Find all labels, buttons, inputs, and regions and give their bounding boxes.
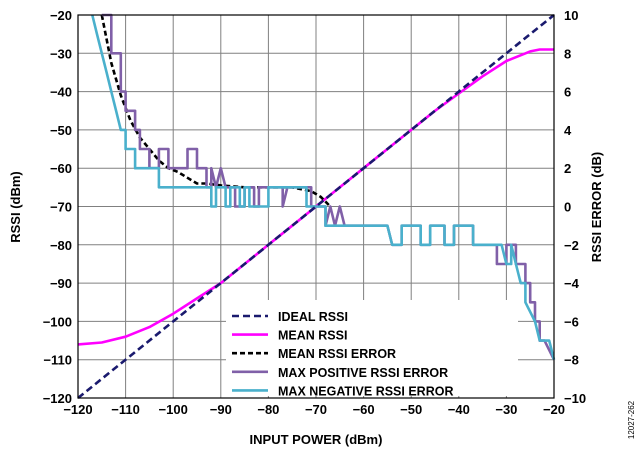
y-tick-label: −50	[50, 123, 72, 138]
legend-label: MEAN RSSI	[278, 329, 347, 343]
x-tick-label: −60	[353, 402, 375, 417]
y-tick-label: −70	[50, 200, 72, 215]
figure-id: 12027-262	[627, 400, 636, 439]
y-tick-label: −40	[50, 85, 72, 100]
y2-tick-label: −6	[564, 314, 579, 329]
x-tick-label: −120	[63, 402, 92, 417]
x-axis-label: INPUT POWER (dBm)	[250, 432, 383, 447]
x-tick-label: −20	[543, 402, 565, 417]
x-tick-label: −70	[305, 402, 327, 417]
y-tick-label: −60	[50, 161, 72, 176]
plot-frame	[77, 14, 555, 399]
tick-labels: −120 −110 −100 −90 −80 −70 −60 −50 −40 −30 −20−20−…	[43, 8, 586, 417]
y2-tick-label: 0	[564, 200, 571, 215]
x-tick-label: −50	[400, 402, 422, 417]
legend-label: MEAN RSSI ERROR	[278, 347, 396, 361]
x-tick-label: −80	[257, 402, 279, 417]
legend-label: IDEAL RSSI	[278, 310, 348, 324]
y2-tick-label: −2	[564, 238, 579, 253]
y-tick-label: −120	[43, 391, 72, 406]
legend-label: MAX POSITIVE RSSI ERROR	[278, 366, 448, 380]
y2-tick-label: 8	[564, 46, 571, 61]
y2-tick-label: 10	[564, 8, 578, 23]
y-tick-label: −30	[50, 46, 72, 61]
x-tick-label: −100	[159, 402, 188, 417]
y-tick-label: −20	[50, 8, 72, 23]
y-tick-label: −80	[50, 238, 72, 253]
legend-label: MAX NEGATIVE RSSI ERROR	[278, 384, 453, 398]
y-tick-label: −90	[50, 276, 72, 291]
y2-tick-label: −10	[564, 391, 586, 406]
y2-axis-label: RSSI ERROR (dB)	[589, 152, 604, 263]
y2-tick-label: −4	[564, 276, 580, 291]
series-lines	[77, 13, 556, 400]
x-tick-label: −110	[111, 402, 140, 417]
legend-box	[226, 300, 518, 396]
series-line-ideal-rssi	[77, 13, 555, 400]
legend: IDEAL RSSI MEAN RSSI MEAN RSSI ERROR MAX PO…	[226, 300, 518, 398]
x-tick-label: −90	[210, 402, 232, 417]
y-tick-label: −100	[43, 314, 72, 329]
y2-tick-label: 2	[564, 161, 571, 176]
x-tick-label: −40	[448, 402, 470, 417]
y2-tick-label: 4	[564, 123, 572, 138]
y2-tick-label: −8	[564, 353, 579, 368]
series-line-max-negative-rssi-error	[91, 14, 556, 361]
x-tick-label: −30	[495, 402, 517, 417]
y2-tick-label: 6	[564, 85, 571, 100]
y-tick-label: −110	[43, 353, 72, 368]
y-axis-label: RSSI (dBm)	[8, 171, 23, 243]
